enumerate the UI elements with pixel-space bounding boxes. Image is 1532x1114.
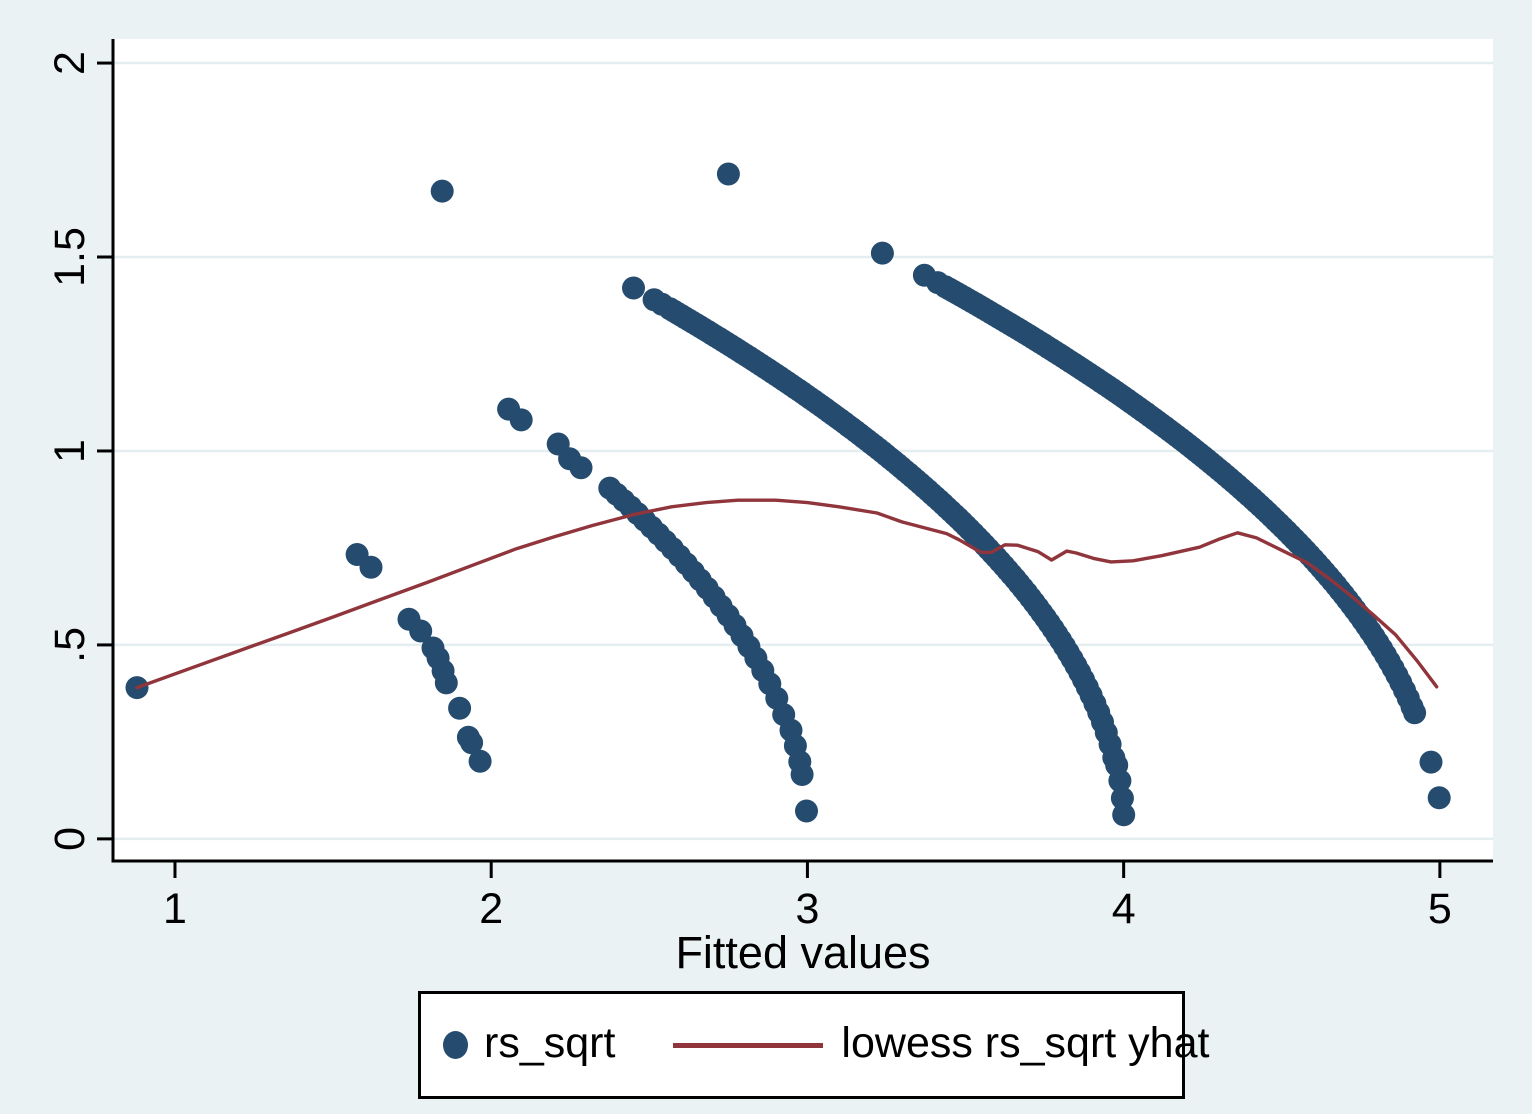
scatter-point (1108, 769, 1132, 793)
scatter-point (1112, 803, 1136, 827)
legend-item-rs-sqrt: rs_sqrt (443, 1018, 616, 1069)
legend-item-lowess: lowess rs_sqrt yhat (673, 1018, 1210, 1069)
scatter-point (870, 241, 894, 265)
scatter-point (448, 696, 472, 720)
y-tick-label: .5 (46, 627, 94, 663)
x-tick-label: 5 (1428, 885, 1452, 933)
legend-box: rs_sqrt lowess rs_sqrt yhat (418, 991, 1209, 1099)
x-tick-label: 4 (1112, 885, 1136, 933)
scatter-point (434, 671, 458, 695)
scatter-point (359, 555, 383, 579)
scatter-point (790, 763, 814, 786)
x-tick-label: 1 (163, 885, 187, 933)
scatter-point (772, 703, 796, 727)
scatter-point (1427, 786, 1451, 810)
scatter-point (1110, 786, 1134, 810)
x-tick-label: 2 (479, 885, 503, 933)
scatter-point (1419, 750, 1443, 774)
scatter-point (622, 276, 645, 300)
scatter-marker-icon (443, 1031, 468, 1059)
scatter-point (1102, 746, 1126, 770)
y-tick-label: 2 (46, 51, 94, 75)
scatter-point (509, 408, 533, 432)
scatter-point (716, 162, 740, 186)
legend-label-rs-sqrt: rs_sqrt (484, 1018, 616, 1067)
lowess-line-icon (673, 1042, 824, 1048)
scatter-point (795, 799, 818, 823)
scatter-point (409, 619, 433, 643)
scatter-point (430, 179, 454, 203)
legend-label-lowess: lowess rs_sqrt yhat (841, 1018, 1210, 1067)
scatter-point (569, 456, 593, 480)
scatter-point (460, 731, 484, 755)
y-tick-label: 1 (46, 439, 94, 463)
x-tick-label: 3 (795, 885, 819, 933)
x-axis-title: Fitted values (675, 927, 930, 978)
lowess-line (135, 498, 1439, 690)
y-tick-label: 0 (46, 827, 94, 851)
y-tick-label: 1.5 (46, 227, 94, 287)
scatter-point (468, 749, 492, 773)
scatter-point (1400, 695, 1424, 719)
